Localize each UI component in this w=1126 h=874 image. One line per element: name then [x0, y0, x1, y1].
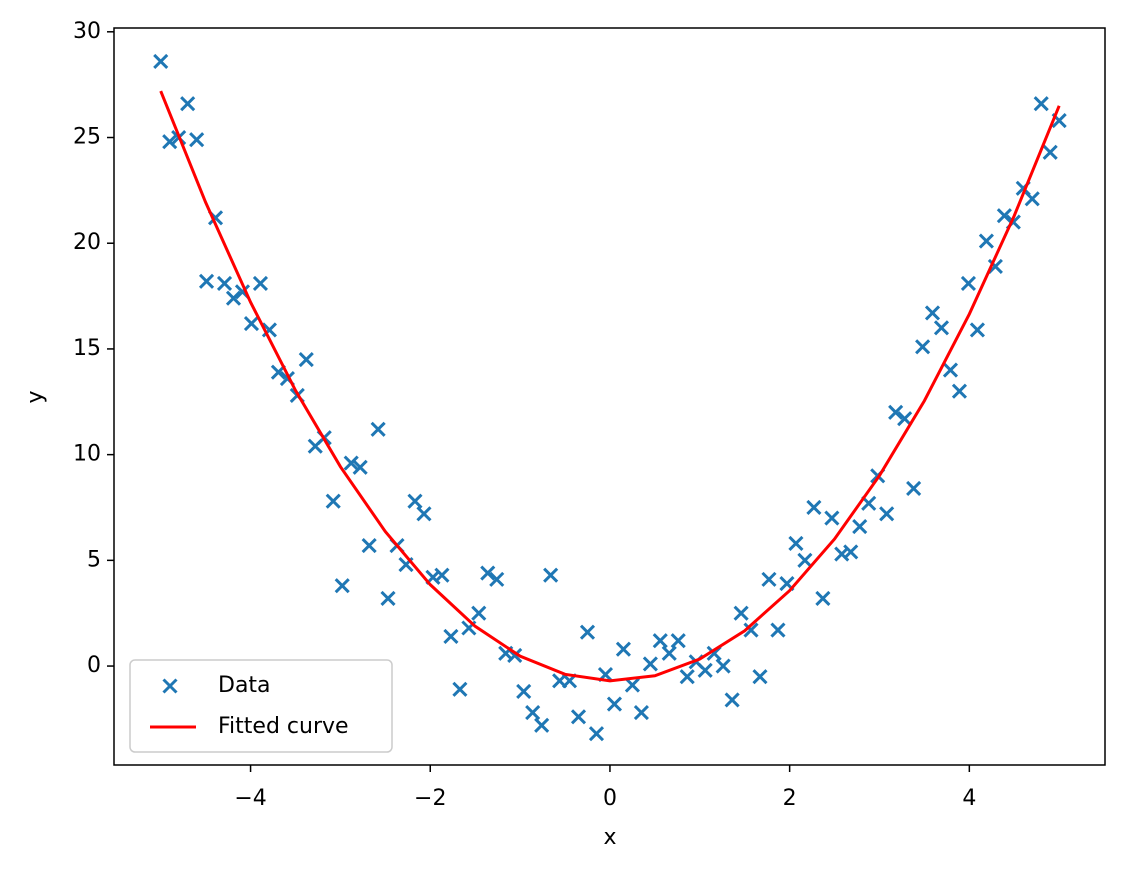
data-point	[180, 96, 196, 112]
data-point	[606, 696, 623, 712]
data-point	[788, 535, 804, 551]
data-point	[243, 316, 260, 332]
data-point	[724, 692, 740, 708]
data-point	[633, 705, 649, 721]
data-point	[407, 493, 423, 509]
data-point	[879, 506, 895, 522]
data-point	[852, 518, 868, 535]
legend-label: Data	[218, 673, 271, 698]
data-point	[743, 622, 759, 638]
data-point	[252, 275, 269, 291]
data-point	[225, 290, 242, 306]
y-tick-label: 0	[87, 653, 101, 678]
data-point	[806, 499, 822, 516]
data-point	[752, 669, 768, 685]
data-point	[543, 567, 559, 583]
data-point	[670, 633, 686, 649]
data-point	[216, 275, 233, 291]
data-point	[416, 506, 432, 522]
data-point	[697, 662, 713, 678]
data-point	[534, 717, 550, 733]
data-point	[588, 726, 605, 742]
x-axis-label: x	[603, 825, 616, 850]
data-point	[615, 641, 631, 657]
data-point	[570, 709, 587, 725]
y-axis-label: y	[23, 390, 48, 403]
x-tick-label: −2	[414, 786, 446, 811]
data-point	[987, 258, 1003, 275]
data-point	[770, 622, 786, 638]
data-point	[1042, 144, 1058, 160]
data-point	[352, 459, 368, 475]
data-point	[642, 656, 658, 672]
y-tick-label: 15	[73, 336, 101, 361]
y-tick-label: 30	[73, 19, 101, 44]
data-point	[579, 624, 596, 640]
data-point	[843, 544, 859, 560]
data-point	[797, 552, 813, 568]
data-point	[733, 605, 749, 621]
y-tick-label: 5	[87, 547, 101, 572]
data-point	[924, 305, 941, 321]
data-point	[761, 571, 777, 587]
data-point	[915, 339, 931, 355]
data-point	[906, 480, 922, 497]
data-point	[897, 411, 913, 427]
x-tick-label: −4	[234, 786, 266, 811]
x-tick-label: 0	[603, 786, 617, 811]
data-point	[261, 322, 277, 338]
data-point	[380, 590, 396, 606]
x-tick-label: 4	[962, 786, 976, 811]
data-point	[443, 628, 459, 645]
data-point	[652, 633, 668, 649]
data-point	[942, 362, 959, 378]
data-point	[1024, 191, 1040, 207]
data-point	[325, 493, 341, 509]
data-point	[951, 383, 968, 399]
data-point	[978, 233, 994, 249]
data-point	[1033, 96, 1049, 112]
data-point	[888, 404, 904, 420]
plot-frame	[113, 27, 1106, 766]
data-point	[679, 669, 695, 685]
data-point	[198, 273, 215, 289]
data-point	[815, 590, 831, 606]
data-point	[471, 605, 487, 621]
data-point	[361, 537, 377, 554]
data-point	[298, 351, 314, 368]
x-tick-label: 2	[783, 786, 797, 811]
data-point	[824, 510, 840, 526]
data-point	[162, 134, 178, 150]
data-point	[969, 322, 985, 338]
data-point	[434, 567, 450, 583]
data-point	[933, 320, 950, 336]
data-point	[525, 705, 541, 721]
data-point	[624, 677, 640, 693]
y-tick-label: 10	[73, 442, 101, 467]
legend-box	[129, 659, 393, 753]
data-point	[960, 275, 976, 291]
data-point	[189, 132, 205, 148]
data-point	[153, 53, 169, 69]
y-tick-label: 25	[73, 125, 101, 150]
legend-label: Fitted curve	[218, 714, 349, 739]
data-point	[661, 645, 677, 661]
data-point	[452, 681, 468, 697]
data-point	[343, 455, 359, 471]
fitted-line	[159, 90, 1061, 683]
data-point	[334, 578, 350, 594]
data-point	[489, 571, 505, 587]
legend-marker	[162, 678, 178, 694]
data-point	[370, 421, 386, 437]
y-tick-label: 20	[73, 230, 101, 255]
data-point	[480, 565, 496, 581]
data-point	[996, 208, 1012, 224]
data-point	[715, 658, 731, 674]
data-point	[516, 683, 532, 699]
